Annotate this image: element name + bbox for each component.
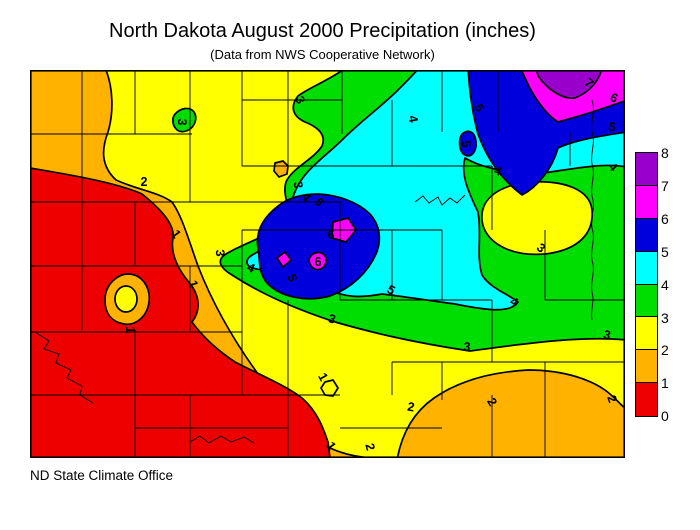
legend-cell-7-8 (636, 153, 657, 186)
region-red-southwest (30, 167, 331, 458)
legend-cell-1-2 (636, 350, 657, 384)
region-magenta-spot-2 (308, 251, 327, 271)
contour-label-4: 4 (406, 114, 421, 123)
contour-label-1: 1 (123, 327, 137, 334)
legend-colorbar (635, 152, 658, 418)
contour-label-4: 4 (492, 163, 503, 179)
contour-label-2: 2 (406, 400, 415, 415)
county-lines (30, 70, 625, 458)
contour-label-3: 3 (602, 327, 612, 342)
legend-value-7: 7 (661, 177, 669, 194)
contour-label-3: 3 (213, 249, 228, 257)
legend-value-3: 3 (661, 309, 669, 326)
region-orange-southeast (396, 369, 625, 458)
contour-label-3: 3 (463, 340, 471, 355)
contour-label-6: 6 (328, 228, 335, 242)
contour-label-2: 2 (362, 442, 377, 452)
credit-text: ND State Climate Office (30, 468, 174, 483)
region-purple-corner (535, 70, 603, 99)
legend-cell-5-6 (636, 218, 657, 252)
contour-label-2: 2 (604, 393, 620, 404)
legend-value-5: 5 (661, 243, 669, 260)
contour-label-1: 1 (185, 279, 200, 289)
map-border (30, 70, 625, 458)
contour-label-5: 5 (607, 119, 617, 134)
legend-cell-2-3 (636, 317, 657, 351)
region-blue-spot-small (458, 130, 477, 157)
legend-cell-0-1 (636, 383, 657, 417)
region-yellow-spot-south (320, 379, 339, 397)
legend-value-6: 6 (661, 210, 669, 227)
region-yellow-patch-east (481, 180, 593, 256)
page-title: North Dakota August 2000 Precipitation (… (109, 20, 536, 42)
contour-label-2: 2 (141, 175, 148, 189)
legend-value-2: 2 (661, 342, 669, 359)
contour-label-3: 3 (291, 180, 306, 189)
contour-label-5: 5 (459, 140, 474, 148)
contour-label-3: 3 (175, 118, 190, 126)
page-subtitle: (Data from NWS Cooperative Network) (210, 47, 435, 62)
contour-label-5: 5 (284, 272, 300, 283)
contour-label-3: 3 (327, 311, 337, 326)
legend-value-8: 8 (661, 145, 669, 161)
legend: 8 7 6 5 4 3 2 1 0 (635, 145, 695, 432)
region-orange-hexagon (273, 160, 289, 178)
legend-cell-6-7 (636, 185, 657, 219)
legend-value-1: 1 (661, 375, 669, 392)
legend-cell-3-4 (636, 284, 657, 318)
region-yellow-oval (114, 285, 138, 313)
contour-label-6: 6 (315, 255, 322, 269)
legend-cell-4-5 (636, 251, 657, 285)
region-magenta-spot-3 (276, 251, 292, 268)
legend-value-0: 0 (661, 408, 669, 425)
legend-value-4: 4 (661, 276, 669, 293)
